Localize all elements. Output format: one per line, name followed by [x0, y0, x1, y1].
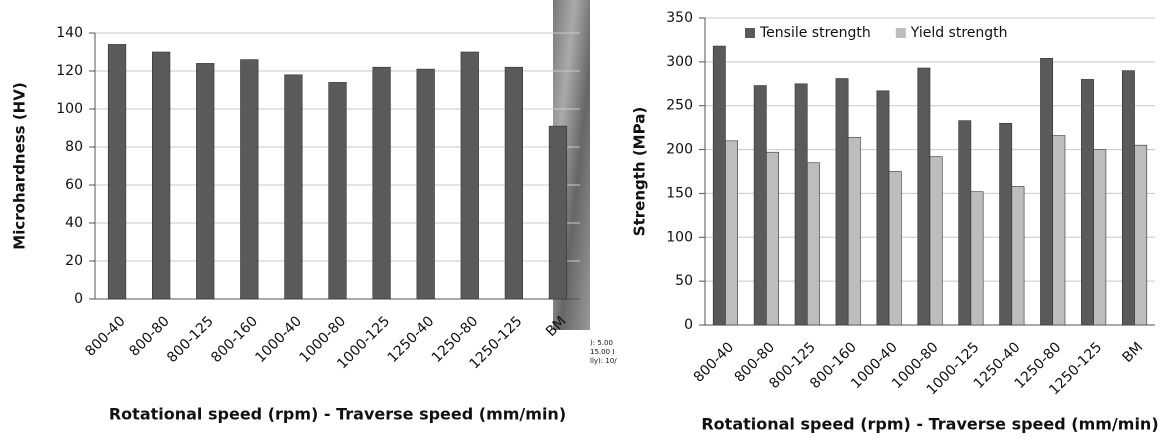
x-axis-title: Rotational speed (rpm) - Traverse speed …: [109, 405, 566, 424]
bar: [107, 44, 127, 300]
x-tick-label: 800-40: [82, 313, 128, 359]
bar: [725, 140, 739, 326]
y-tick-label: 80: [65, 139, 83, 155]
bar: [1011, 186, 1025, 326]
bar: [917, 67, 931, 326]
legend-label: Tensile strength: [759, 25, 871, 41]
x-axis-title: Rotational speed (rpm) - Traverse speed …: [701, 415, 1158, 434]
bar: [1052, 135, 1066, 326]
bar: [460, 51, 479, 300]
y-tick-label: 350: [666, 10, 693, 26]
y-tick-label: 150: [666, 185, 693, 201]
legend-swatch: [745, 28, 755, 38]
bar: [806, 162, 820, 326]
bar: [196, 63, 215, 300]
fragment-text: ): 5.00: [590, 339, 613, 347]
legend-swatch: [895, 28, 906, 38]
x-tick-label: 1000-40: [252, 313, 305, 366]
y-tick-label: 50: [675, 273, 693, 289]
bar: [548, 125, 568, 300]
y-tick-label: 20: [65, 253, 83, 269]
y-tick-label: 0: [74, 291, 83, 307]
bar: [847, 136, 861, 326]
bar: [240, 59, 259, 300]
y-tick-label: 140: [56, 25, 83, 41]
bar: [504, 66, 523, 300]
bar: [876, 90, 890, 326]
bar: [766, 151, 779, 326]
bar: [794, 83, 808, 326]
bar: [1040, 58, 1054, 326]
x-tick-label: 800-40: [691, 339, 737, 385]
x-tick-label: BM: [1120, 339, 1147, 366]
y-tick-label: 120: [56, 63, 83, 79]
y-tick-label: 0: [684, 317, 693, 333]
bar: [1121, 70, 1135, 326]
bar: [416, 68, 435, 300]
bar: [328, 82, 347, 300]
bar: [999, 122, 1013, 326]
x-tick-label: 800-125: [164, 313, 217, 366]
x-tick-label: 1250-40: [385, 313, 438, 366]
y-tick-label: 40: [65, 215, 83, 231]
y-tick-label: 300: [666, 54, 693, 70]
bar: [152, 51, 171, 300]
bar: [958, 120, 972, 326]
y-tick-label: 100: [666, 229, 693, 245]
bar: [835, 78, 849, 326]
bar: [970, 191, 984, 326]
y-tick-label: 200: [666, 142, 693, 158]
bar: [372, 66, 391, 300]
y-axis-title: Strength (MPa): [631, 107, 649, 236]
fragment-text: lly): 10/: [590, 357, 617, 365]
bar: [1081, 79, 1094, 326]
x-tick-label: 800-160: [208, 313, 261, 366]
legend-label: Yield strength: [910, 25, 1008, 41]
y-tick-label: 100: [56, 101, 83, 117]
bar: [753, 85, 767, 326]
bar: [712, 45, 726, 326]
bar: [284, 74, 303, 300]
y-tick-label: 60: [65, 177, 83, 193]
fragment-text: 15.00 I: [590, 348, 614, 356]
bar: [888, 171, 902, 326]
bar: [929, 156, 943, 326]
bar: [1093, 149, 1107, 326]
bar: [1134, 144, 1148, 326]
y-tick-label: 250: [666, 98, 693, 114]
y-axis-title: Microhardness (HV): [11, 82, 29, 249]
